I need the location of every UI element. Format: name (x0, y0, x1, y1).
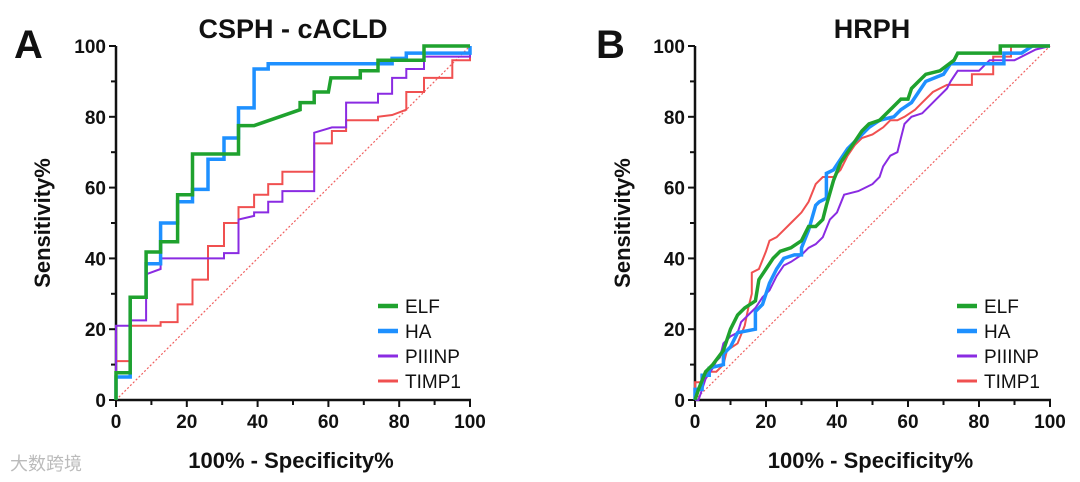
x-tick-label: 20 (755, 412, 776, 433)
reference-line (115, 45, 471, 401)
y-tick-label: 20 (85, 320, 106, 341)
watermark: 大数跨境 (10, 454, 82, 474)
y-tick-label: 60 (664, 179, 685, 200)
legend-label: PIIINP (984, 347, 1039, 368)
legend-label: HA (984, 322, 1011, 343)
legend-label: TIMP1 (405, 372, 461, 393)
reference-line (694, 45, 1051, 401)
roc-curve-elf (114, 44, 470, 400)
y-tick-label: 60 (85, 179, 106, 200)
x-tick-label: 60 (897, 412, 918, 433)
x-axis-label: 100% - Specificity% (188, 448, 393, 473)
x-tick-label: 0 (111, 412, 122, 433)
roc-curve-ha (693, 44, 1050, 400)
x-tick-label: 100 (454, 412, 486, 433)
y-tick-label: 80 (664, 108, 685, 129)
x-tick-label: 40 (826, 412, 847, 433)
y-axis-label: Sensitivity% (30, 158, 55, 288)
legend-label: HA (405, 322, 432, 343)
x-axis-label: 100% - Specificity% (768, 448, 973, 473)
y-tick-label: 0 (674, 391, 685, 412)
panel-a: A CSPH - cACLD 100% - Specificity% Sensitiv… (14, 14, 486, 473)
legend-label: PIIINP (405, 347, 460, 368)
y-tick-label: 20 (664, 320, 685, 341)
panel-letter: A (14, 23, 43, 67)
roc-curve-elf (693, 44, 1050, 401)
x-tick-label: 100 (1034, 412, 1066, 433)
x-tick-label: 80 (968, 412, 989, 433)
legend-label: ELF (984, 297, 1019, 318)
y-tick-label: 100 (74, 37, 106, 58)
x-tick-label: 60 (318, 412, 339, 433)
x-tick-label: 40 (247, 412, 268, 433)
y-tick-label: 40 (85, 249, 106, 270)
panel-b: B HRPH 100% - Specificity% Sensitivity% 0 20 4… (596, 14, 1066, 473)
y-axis-label: Sensitivity% (610, 158, 635, 288)
roc-curve-piiinp (115, 46, 471, 400)
y-tick-label: 80 (85, 108, 106, 129)
roc-curve-timp1 (115, 46, 471, 400)
panel-letter: B (596, 23, 625, 67)
y-tick-label: 100 (653, 37, 685, 58)
x-tick-label: 80 (389, 412, 410, 433)
y-tick-label: 40 (664, 249, 685, 270)
legend-label: ELF (405, 297, 440, 318)
y-tick-label: 0 (95, 391, 106, 412)
x-tick-label: 0 (690, 412, 701, 433)
chart-title: CSPH - cACLD (198, 14, 387, 44)
legend-label: TIMP1 (984, 372, 1040, 393)
x-tick-label: 20 (176, 412, 197, 433)
chart-title: HRPH (834, 14, 911, 44)
